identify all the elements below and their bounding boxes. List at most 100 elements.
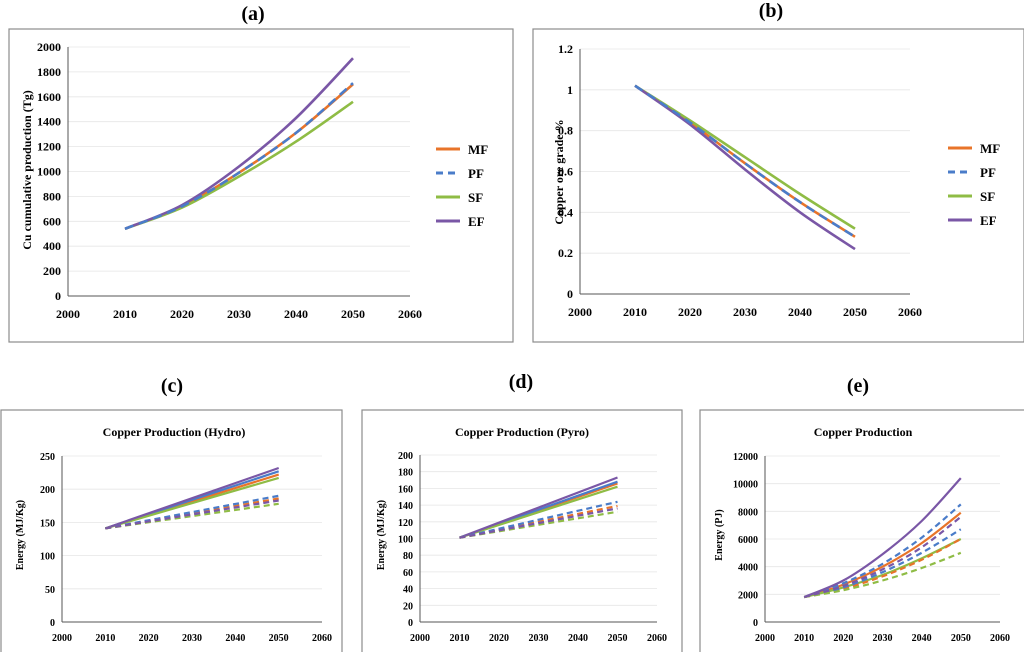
y-tick-label-a: 1200 — [37, 140, 61, 154]
legend-label-b-pf: PF — [980, 165, 996, 180]
chart-title-d: Copper Production (Pyro) — [455, 425, 589, 439]
x-tick-label-a: 2010 — [113, 307, 137, 321]
y-tick-label-c: 250 — [40, 452, 55, 463]
chart-title-e: Copper Production — [814, 425, 913, 439]
panel-label-a: (a) — [241, 3, 264, 25]
panel-d-frame — [361, 409, 683, 652]
series-line-e-sf-dashed — [804, 551, 962, 599]
legend-label-b-sf: SF — [980, 189, 995, 204]
y-tick-label-d: 60 — [403, 568, 413, 579]
y-tick-label-d: 20 — [403, 601, 413, 612]
series-line-d-pf-dashed — [459, 500, 618, 539]
x-tick-label-e: 2050 — [951, 633, 971, 644]
x-tick-label-c: 2020 — [139, 633, 159, 644]
y-tick-label-c: 100 — [40, 552, 55, 563]
series-line-e-mf-solid — [803, 511, 962, 599]
x-tick-label-c: 2010 — [95, 633, 115, 644]
x-tick-label-a: 2050 — [341, 307, 365, 321]
panel-label-e: (e) — [847, 375, 869, 397]
y-tick-label-e: 10000 — [733, 480, 758, 491]
y-tick-label-d: 40 — [403, 585, 413, 596]
panel-e-frame — [699, 409, 1024, 652]
y-tick-label-d: 0 — [408, 618, 413, 629]
y-tick-label-c: 150 — [40, 518, 55, 529]
y-axis-label-a: Cu cumulative production (Tg) — [20, 90, 34, 249]
legend-label-b-ef: EF — [980, 213, 997, 228]
y-tick-label-e: 2000 — [738, 590, 758, 601]
legend-label-a-mf: MF — [468, 142, 488, 157]
y-tick-label-a: 1800 — [37, 65, 61, 79]
x-tick-label-b: 2030 — [733, 305, 757, 319]
series-line-c-ef-solid — [104, 466, 280, 530]
y-tick-label-a: 200 — [43, 264, 61, 278]
y-tick-label-a: 2000 — [37, 40, 61, 54]
chart-b: 0 0.2 0.4 0.6 0.8 1 1.2 2000 2010 2020 2030 2040 205… — [558, 42, 1000, 319]
y-tick-label-e: 8000 — [738, 507, 758, 518]
series-line-d-ef-dashed — [459, 507, 618, 539]
y-axis-label-e: Energy (PJ) — [714, 509, 725, 560]
chart-a: 0 200 400 600 800 1000 1200 1400 1600 1800 2000 200… — [37, 40, 488, 321]
series-line-e-pf-dashed — [803, 528, 962, 599]
chart-title-c: Copper Production (Hydro) — [103, 425, 246, 439]
x-tick-label-d: 2030 — [529, 633, 549, 644]
x-tick-label-d: 2050 — [608, 633, 628, 644]
x-tick-label-d: 2040 — [568, 633, 588, 644]
x-tick-label-e: 2030 — [873, 633, 893, 644]
y-axis-label-d: Energy (MJ/Kg) — [376, 500, 387, 570]
x-tick-label-d: 2020 — [489, 633, 509, 644]
y-tick-label-b: 0 — [567, 287, 573, 301]
y-tick-label-a: 1000 — [37, 165, 61, 179]
series-line-b-sf-solid — [634, 84, 856, 230]
panel-label-c: (c) — [161, 375, 183, 397]
x-tick-label-c: 2040 — [225, 633, 245, 644]
panel-a-frame — [8, 28, 514, 343]
y-tick-label-c: 50 — [45, 585, 55, 596]
y-tick-label-e: 4000 — [738, 563, 758, 574]
x-tick-label-c: 2060 — [312, 633, 332, 644]
x-tick-label-e: 2010 — [794, 633, 814, 644]
series-line-d-ef-solid — [459, 476, 618, 539]
x-tick-label-a: 2020 — [170, 307, 194, 321]
legend-label-a-ef: EF — [468, 214, 485, 229]
y-axis-label-c: Energy (MJ/Kg) — [15, 500, 26, 570]
y-tick-label-d: 120 — [398, 518, 413, 529]
panel-b-frame — [532, 28, 1024, 343]
y-tick-label-a: 0 — [55, 289, 61, 303]
y-tick-label-c: 200 — [40, 485, 55, 496]
x-tick-label-e: 2000 — [755, 633, 775, 644]
x-tick-label-b: 2000 — [568, 305, 592, 319]
x-tick-label-e: 2020 — [833, 633, 853, 644]
y-tick-label-a: 800 — [43, 189, 61, 203]
x-tick-label-b: 2020 — [678, 305, 702, 319]
x-tick-label-b: 2010 — [623, 305, 647, 319]
y-tick-label-a: 600 — [43, 214, 61, 228]
series-line-d-sf-dashed — [459, 510, 618, 539]
panel-label-d: (d) — [509, 371, 533, 393]
y-tick-label-b: 0.2 — [558, 246, 573, 260]
y-tick-label-d: 140 — [398, 501, 413, 512]
y-tick-label-d: 100 — [398, 535, 413, 546]
y-tick-label-c: 0 — [50, 618, 55, 629]
y-tick-label-d: 80 — [403, 551, 413, 562]
y-tick-label-b: 0.8 — [558, 124, 573, 138]
series-line-c-sf-solid — [104, 476, 280, 530]
y-tick-label-d: 160 — [398, 484, 413, 495]
chart-e: 0 2000 4000 6000 8000 10000 12000 2000 2010 2020 2… — [733, 452, 1010, 644]
x-tick-label-a: 2000 — [56, 307, 80, 321]
series-line-d-sf-solid — [459, 485, 618, 539]
x-tick-label-b: 2040 — [788, 305, 812, 319]
chart-c: 0 50 100 150 200 250 2000 2010 2020 2030 2040 2050 2… — [40, 452, 332, 644]
y-tick-label-a: 400 — [43, 239, 61, 253]
x-tick-label-d: 2010 — [450, 633, 470, 644]
legend-label-a-pf: PF — [468, 166, 484, 181]
y-axis-label-b: Copper ore grade % — [552, 119, 566, 224]
panel-c-frame — [0, 409, 343, 652]
series-line-e-pf-dashed — [803, 503, 962, 599]
x-tick-label-a: 2030 — [227, 307, 251, 321]
y-tick-label-d: 180 — [398, 468, 413, 479]
x-tick-label-b: 2060 — [898, 305, 922, 319]
x-tick-label-c: 2000 — [52, 633, 72, 644]
x-tick-label-c: 2030 — [182, 633, 202, 644]
